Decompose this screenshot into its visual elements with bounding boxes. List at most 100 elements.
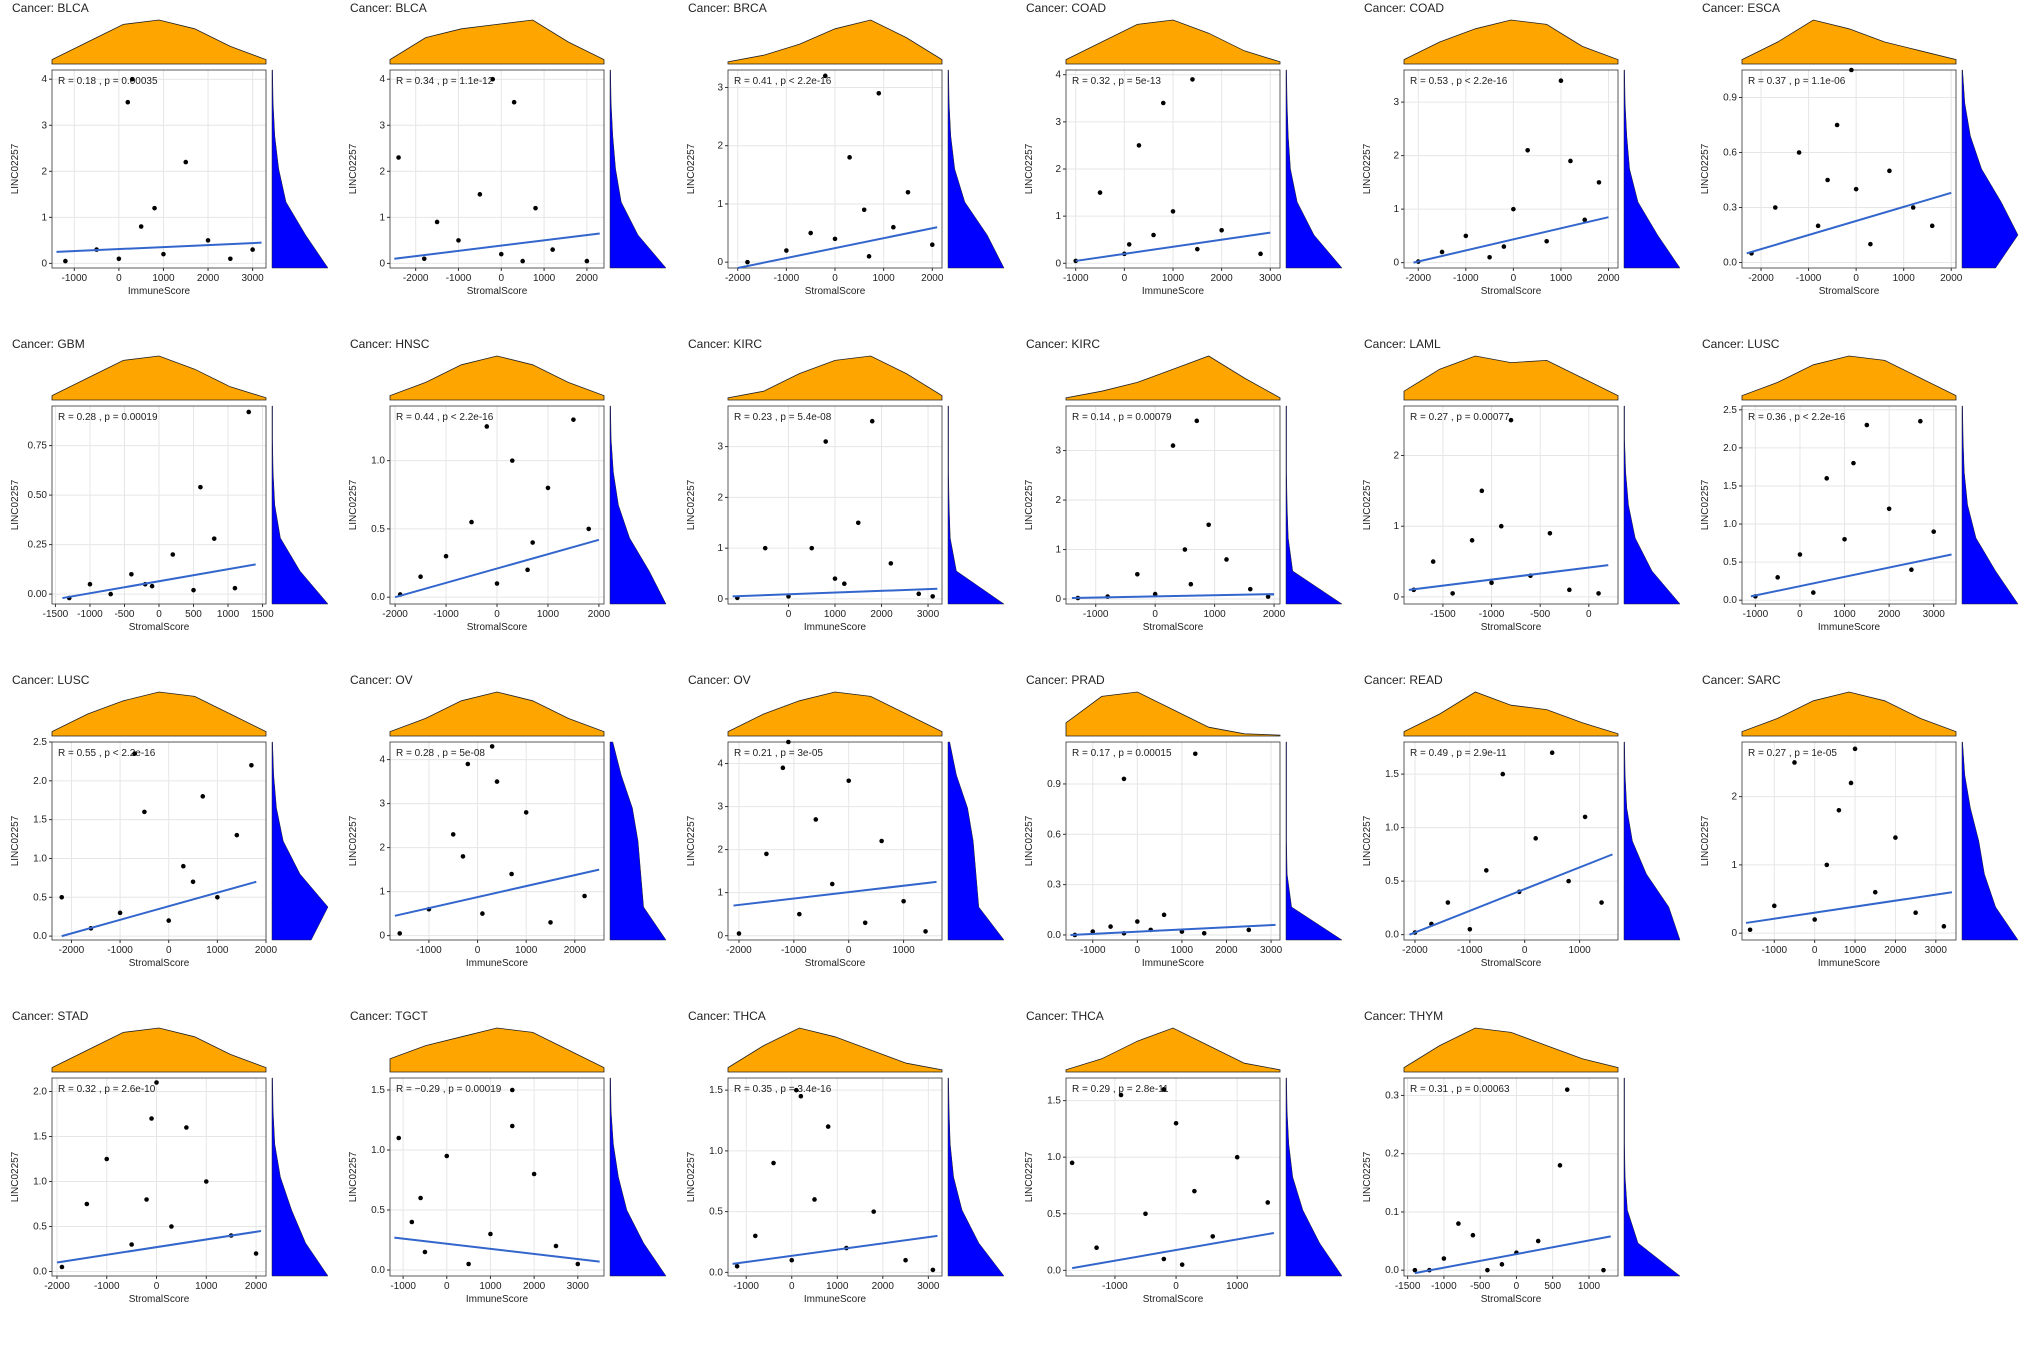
x-tick-label: 2000 bbox=[255, 945, 278, 956]
stat-annotation: R = 0.32 , p = 2.6e-10 bbox=[58, 1084, 156, 1095]
plot-border bbox=[1403, 1077, 1619, 1277]
top-density bbox=[727, 691, 943, 737]
y-tick-label: 2.0 bbox=[33, 776, 47, 787]
y-tick-label: 3 bbox=[379, 120, 385, 131]
fit-line bbox=[1071, 593, 1275, 600]
y-tick-label: 1.5 bbox=[33, 815, 47, 826]
x-tick-label: 0 bbox=[1173, 1281, 1179, 1292]
y-tick-label: 1.0 bbox=[1385, 823, 1399, 834]
y-axis-label: LINC02257 bbox=[1362, 143, 1373, 194]
plot-border bbox=[51, 405, 267, 605]
point bbox=[1596, 180, 1602, 185]
point bbox=[1910, 205, 1916, 210]
x-tick-label: 1000 bbox=[1578, 1281, 1601, 1292]
panel-title: Cancer: KIRC bbox=[1026, 337, 1100, 351]
point bbox=[1143, 1211, 1148, 1217]
right-density bbox=[947, 741, 1005, 941]
fit-line bbox=[1075, 231, 1271, 262]
x-tick-label: 1000 bbox=[1203, 609, 1226, 620]
point bbox=[215, 894, 220, 900]
plot-background bbox=[728, 1078, 942, 1276]
stat-annotation: R = 0.28 , p = 0.00019 bbox=[58, 412, 158, 423]
y-tick-label: 0 bbox=[717, 257, 723, 268]
plot-border bbox=[727, 69, 943, 269]
x-axis-label: StromalScore bbox=[129, 622, 190, 633]
x-tick-label: 0 bbox=[494, 609, 500, 620]
right-density bbox=[1623, 405, 1681, 605]
point bbox=[1126, 242, 1132, 247]
stat-annotation: R = 0.27 , p = 1e-05 bbox=[1748, 748, 1837, 759]
plot-border bbox=[1065, 741, 1281, 941]
x-tick-label: 3000 bbox=[1923, 609, 1946, 620]
plot-border bbox=[1065, 1077, 1281, 1277]
point bbox=[808, 230, 813, 236]
fit-line bbox=[394, 868, 600, 917]
x-tick-label: -1000 bbox=[1063, 273, 1089, 284]
point bbox=[488, 1231, 493, 1237]
point bbox=[421, 256, 427, 262]
x-tick-label: -1000 bbox=[107, 945, 133, 956]
x-tick-label: 2000 bbox=[1215, 945, 1238, 956]
y-tick-label: 4 bbox=[717, 759, 723, 770]
point bbox=[586, 526, 592, 532]
y-tick-label: 0.50 bbox=[28, 490, 48, 501]
x-tick-label: -2000 bbox=[403, 273, 429, 284]
y-tick-label: 0.5 bbox=[33, 1222, 47, 1233]
right-density bbox=[1285, 69, 1343, 269]
x-axis-label: ImmuneScore bbox=[1818, 958, 1881, 969]
plot-background bbox=[1066, 1078, 1280, 1276]
plot-background bbox=[1066, 406, 1280, 604]
x-tick-label: 2000 bbox=[1940, 273, 1963, 284]
point bbox=[1161, 1256, 1167, 1262]
point bbox=[832, 576, 838, 581]
point bbox=[129, 76, 135, 82]
y-tick-label: 1 bbox=[717, 543, 723, 554]
point bbox=[1210, 1234, 1216, 1239]
panel: Cancer: BRCA -2000 -1000 0 1000 2000 0 1 2 3 Strom… bbox=[686, 1, 1005, 297]
point bbox=[862, 920, 868, 926]
top-density bbox=[1065, 355, 1281, 401]
x-tick-label: 0 bbox=[1514, 1281, 1520, 1292]
x-tick-label: -2000 bbox=[726, 945, 752, 956]
y-tick-label: 0.9 bbox=[1723, 93, 1737, 104]
point bbox=[1815, 223, 1821, 229]
x-tick-label: 0 bbox=[1152, 609, 1158, 620]
x-tick-label: -500 bbox=[1470, 1281, 1490, 1292]
y-tick-label: 0.5 bbox=[1723, 557, 1737, 568]
point bbox=[129, 1242, 134, 1247]
x-tick-label: 2000 bbox=[870, 609, 893, 620]
stat-annotation: R = 0.23 , p = 5.4e-08 bbox=[734, 412, 832, 423]
plot-border bbox=[389, 405, 605, 605]
y-axis-label: LINC02257 bbox=[686, 815, 697, 866]
panel-title: Cancer: KIRC bbox=[688, 337, 762, 351]
y-axis-label: LINC02257 bbox=[1024, 479, 1035, 530]
y-tick-label: 0.25 bbox=[28, 540, 48, 551]
point bbox=[1558, 78, 1564, 84]
y-tick-label: 0.0 bbox=[33, 931, 47, 942]
x-axis-label: StromalScore bbox=[467, 622, 528, 633]
y-axis-label: LINC02257 bbox=[686, 1151, 697, 1202]
plot-border bbox=[1065, 405, 1281, 605]
fit-line bbox=[1745, 891, 1953, 924]
point bbox=[132, 751, 137, 756]
panel: Cancer: KIRC -1000 0 1000 2000 0 1 2 3 StromalSco… bbox=[1024, 337, 1343, 633]
point bbox=[1173, 1120, 1179, 1126]
panel-title: Cancer: OV bbox=[688, 673, 751, 687]
x-tick-label: 1000 bbox=[195, 1281, 218, 1292]
point bbox=[396, 155, 401, 160]
x-tick-label: -2000 bbox=[382, 609, 408, 620]
point bbox=[832, 236, 838, 242]
y-tick-label: 1 bbox=[379, 887, 385, 898]
y-axis-label: LINC02257 bbox=[1024, 143, 1035, 194]
stat-annotation: R = 0.49 , p = 2.9e-11 bbox=[1410, 748, 1507, 759]
point bbox=[250, 247, 255, 252]
fit-line bbox=[1413, 216, 1609, 264]
point bbox=[1511, 206, 1516, 212]
point bbox=[1135, 919, 1140, 924]
x-tick-label: 1000 bbox=[1844, 945, 1867, 956]
panel-title: Cancer: LUSC bbox=[1702, 337, 1780, 351]
plot-background bbox=[52, 70, 266, 268]
point bbox=[813, 817, 819, 822]
point bbox=[116, 256, 122, 262]
panel: Cancer: LUSC -1000 0 1000 2000 3000 0.0 0.5 1.0 1… bbox=[1700, 337, 2019, 633]
